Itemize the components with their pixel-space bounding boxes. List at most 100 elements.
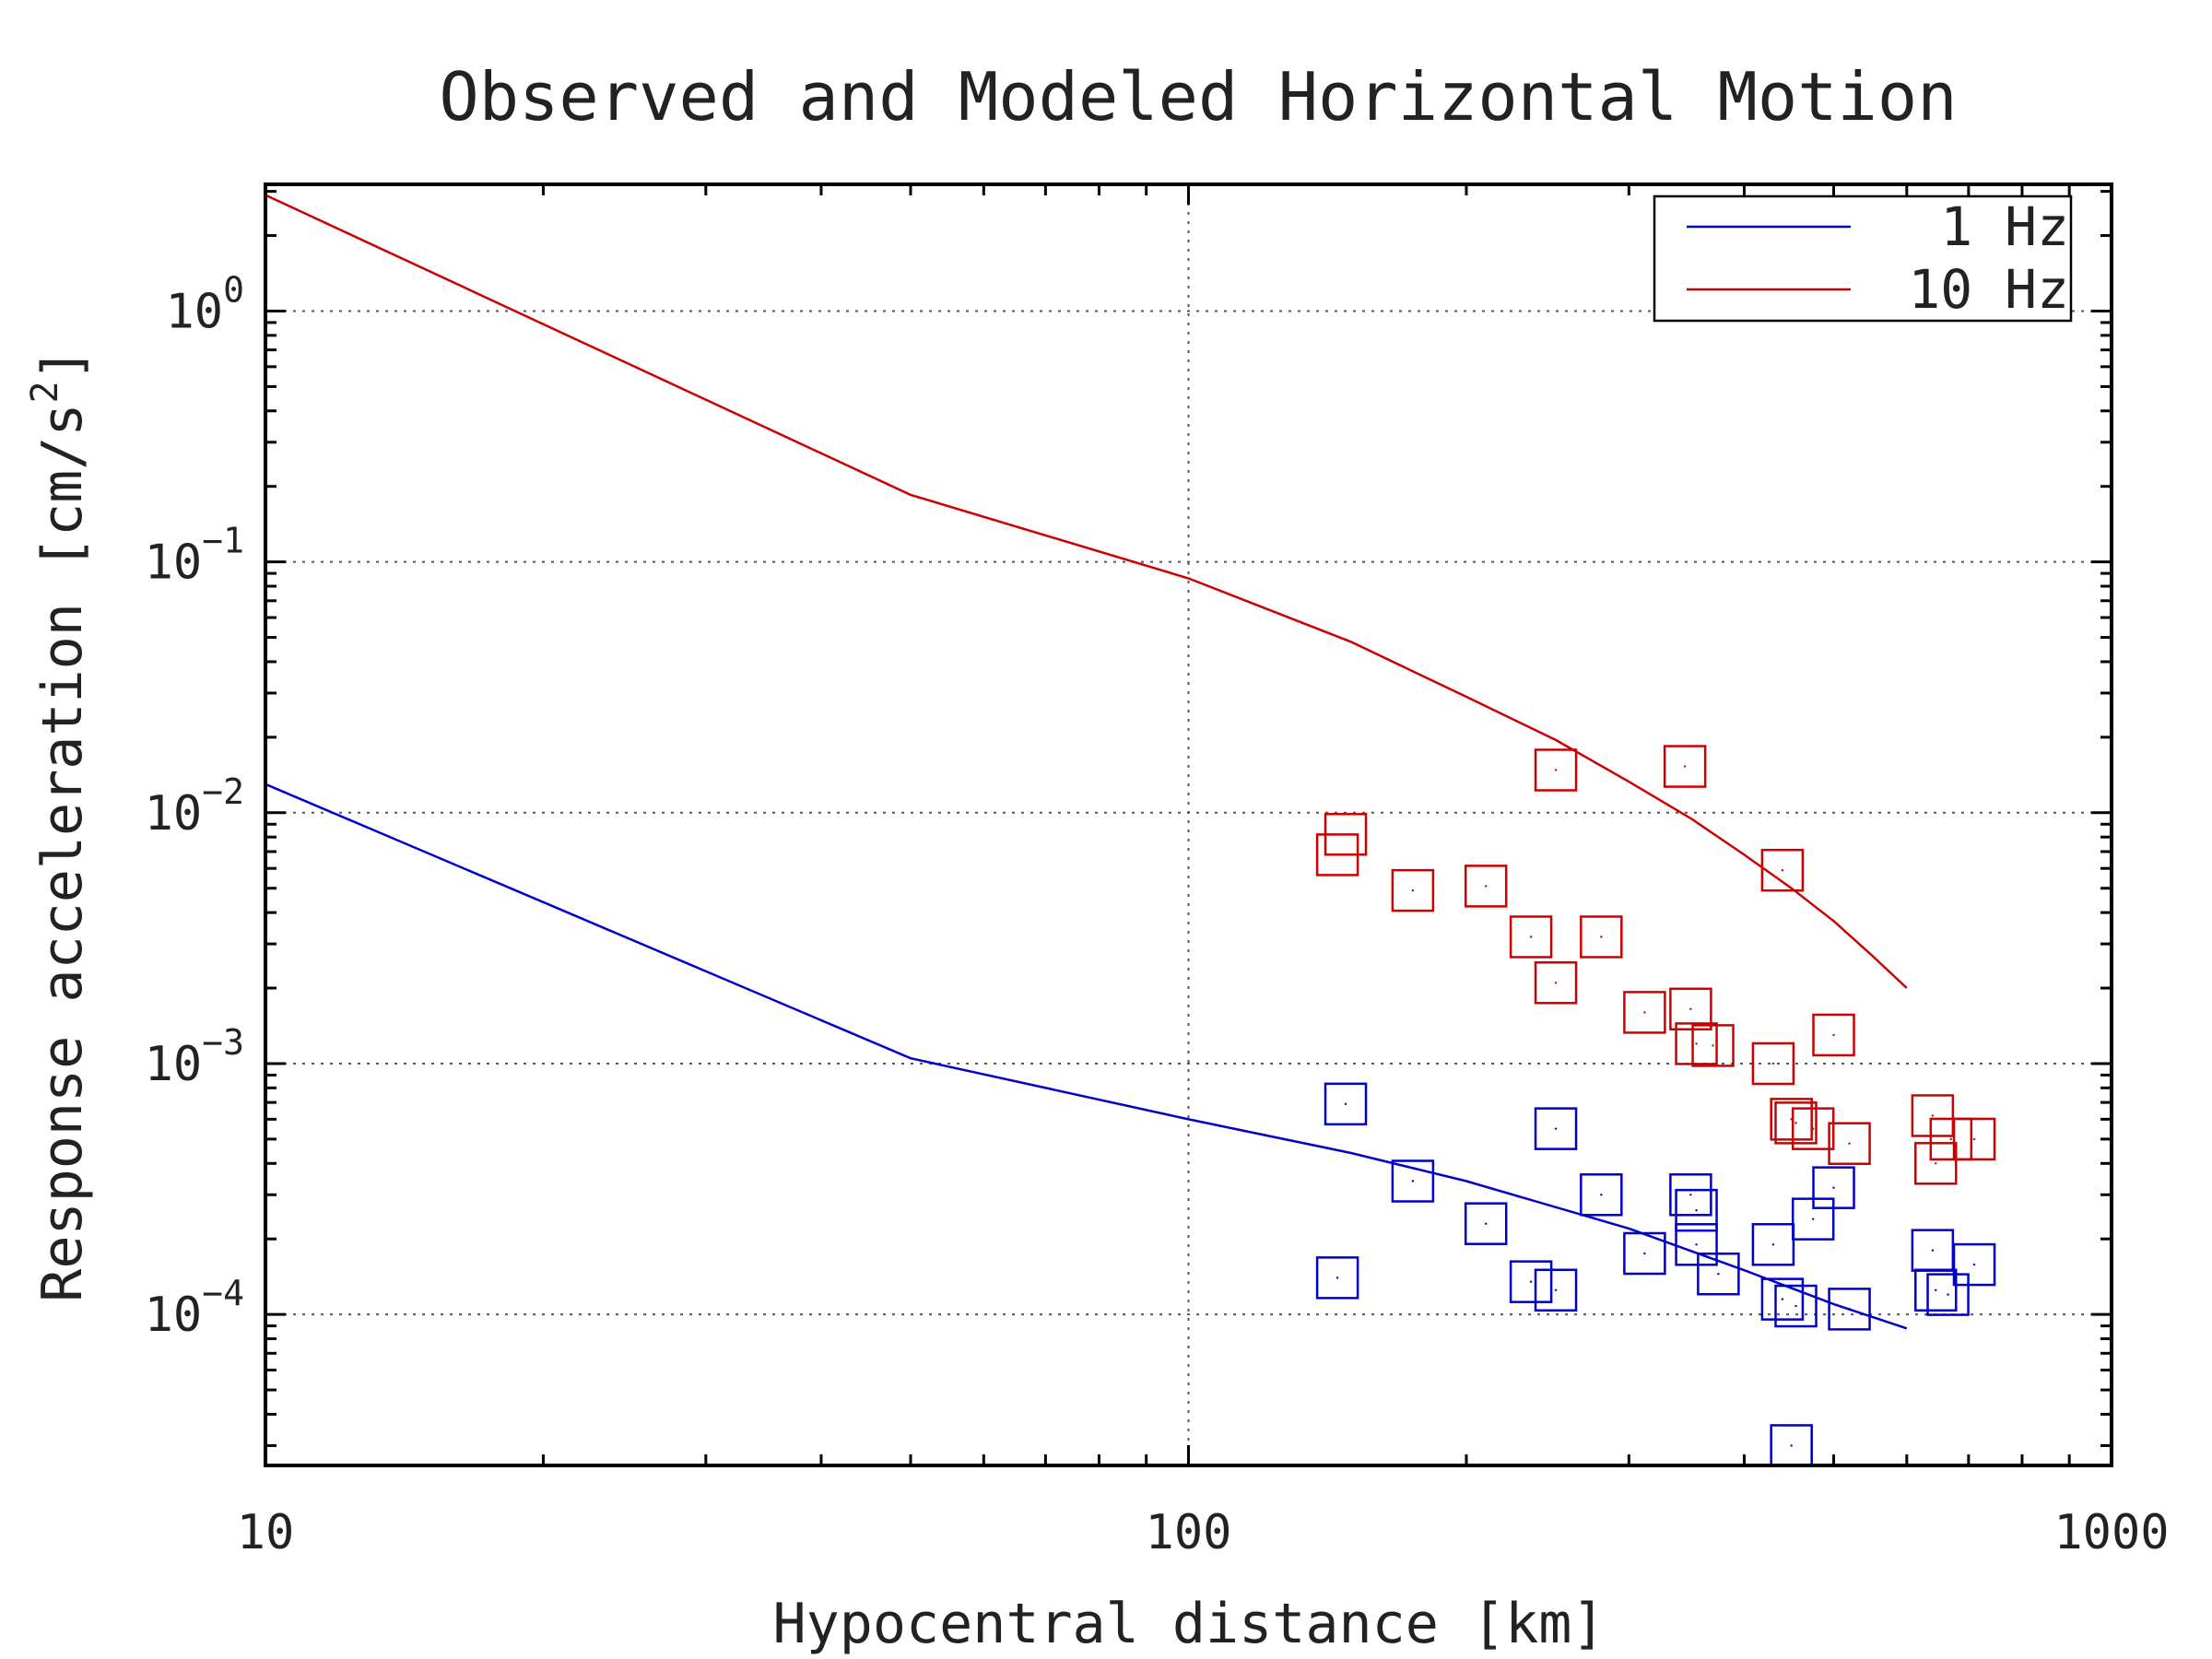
legend-box: [1653, 194, 2073, 323]
observed-point: [1791, 1107, 1835, 1150]
observed-point-center: [1781, 1298, 1784, 1300]
y-tick-labels: 100 10−1 10−2 10−3 10−4: [145, 269, 244, 1343]
observed-point: [1914, 1142, 1958, 1185]
observed-point: [1812, 1166, 1855, 1209]
x-tick-labels: 10 100 1000: [237, 1505, 2170, 1560]
observed-point-center: [1411, 1180, 1415, 1182]
y-tick-label: 10−1: [145, 521, 244, 591]
legend-label-10hz: 10 Hz: [1908, 258, 2069, 321]
observed-point-center: [1972, 1263, 1976, 1266]
observed-point-center: [1935, 1288, 1937, 1291]
observed-point-center: [1947, 1293, 1949, 1296]
observed-point: [1324, 1082, 1368, 1126]
observed-point-center: [1695, 1208, 1698, 1212]
observed-point: [1391, 868, 1435, 912]
observed-point: [1675, 1188, 1718, 1232]
y-tick-label: 10−4: [145, 1273, 244, 1343]
observed-point: [1669, 1173, 1712, 1217]
observed-point: [1534, 961, 1578, 1005]
observed-point-center: [1712, 1044, 1714, 1047]
observed-point: [1774, 1284, 1818, 1328]
y-axis-label-suffix: ]: [30, 347, 95, 381]
observed-point: [1623, 1231, 1666, 1276]
observed-point-center: [1600, 1194, 1603, 1196]
observed-point-center: [1695, 1042, 1698, 1045]
observed-point: [1464, 1202, 1508, 1245]
observed-point: [1926, 1273, 1970, 1316]
observed-point: [1911, 1094, 1955, 1137]
observed-point-center: [1335, 1277, 1339, 1279]
observed-point-center: [1554, 982, 1558, 984]
observed-point: [1760, 848, 1805, 892]
observed-point-center: [1344, 1102, 1347, 1106]
observed-point-center: [1848, 1308, 1851, 1311]
plot-frame: [264, 182, 2113, 1467]
observed-point-center: [1529, 935, 1533, 938]
observed-point: [1760, 1277, 1805, 1321]
observed-point-center: [1689, 1194, 1692, 1196]
observed-point-center: [1643, 1252, 1646, 1255]
y-axis-label: Response acceleration [cm/s2]: [24, 347, 95, 1302]
observed-point-center: [1485, 1222, 1488, 1225]
observed-point: [1828, 1122, 1871, 1165]
observed-point: [1509, 915, 1553, 959]
observed-point: [1534, 1107, 1578, 1150]
observed-point-center: [1931, 1114, 1935, 1117]
y-axis-label-main: Response acceleration [cm/s: [30, 403, 95, 1301]
y-tick-label: 10−3: [145, 1022, 244, 1092]
grid-layer: [265, 184, 2112, 1465]
legend: 1 Hz 10 Hz: [1653, 194, 2073, 323]
observed-point: [1812, 1013, 1855, 1057]
observed-point: [1697, 1252, 1740, 1296]
observed-point: [1770, 1098, 1813, 1141]
observed-point: [1828, 1288, 1871, 1331]
observed-point-center: [1529, 1280, 1533, 1283]
chart-title: Observed and Modeled Horizontal Motion: [439, 58, 1957, 135]
observed-point-center: [1832, 1186, 1835, 1189]
observed-point: [1391, 1159, 1435, 1203]
observed-point-center: [1812, 1218, 1815, 1220]
observed-point-center: [1848, 1142, 1851, 1145]
series-1: [265, 194, 1996, 1185]
observed-point: [1324, 813, 1368, 856]
observed-point-center: [1689, 1007, 1692, 1010]
observed-point-center: [1411, 888, 1415, 892]
observed-point-center: [1794, 1122, 1797, 1124]
observed-point-center: [1832, 1033, 1835, 1037]
observed-point-center: [1794, 1304, 1797, 1308]
legend-label-1hz: 1 Hz: [1940, 195, 2069, 258]
observed-point-center: [1600, 935, 1603, 938]
observed-point: [1315, 1256, 1359, 1300]
series-layer: [265, 194, 1996, 1467]
observed-point-center: [1643, 1011, 1646, 1014]
observed-point: [1691, 1024, 1735, 1067]
observed-point: [1623, 991, 1666, 1034]
observed-point: [1675, 1022, 1718, 1065]
observed-point: [1580, 1173, 1623, 1217]
observed-point-center: [1790, 1444, 1793, 1447]
x-tick-label: 1000: [2053, 1505, 2169, 1560]
model-line: [265, 782, 1908, 1330]
observed-point-center: [1683, 765, 1687, 768]
observed-point: [1774, 1101, 1818, 1145]
observed-point-center: [1485, 885, 1488, 888]
observed-point-center: [1554, 769, 1558, 771]
observed-point: [1663, 745, 1707, 788]
observed-point-center: [1554, 1288, 1558, 1291]
observed-point: [1952, 1117, 1996, 1161]
observed-point: [1952, 1242, 1996, 1287]
observed-point: [1914, 1268, 1958, 1312]
observed-point-center: [1949, 1137, 1953, 1141]
observed-point: [1464, 865, 1508, 908]
observed-point-center: [1695, 1243, 1698, 1246]
observed-point-center: [1972, 1137, 1976, 1141]
x-axis-label: Hypocentral distance [km]: [772, 1592, 1605, 1656]
observed-point: [1534, 748, 1578, 792]
y-axis-label-superscript: 2: [24, 381, 66, 403]
observed-point-center: [1781, 868, 1784, 872]
observed-point-center: [1771, 1062, 1775, 1065]
observed-point: [1509, 1260, 1553, 1303]
observed-point: [1751, 1041, 1795, 1086]
observed-point-center: [1554, 1127, 1558, 1130]
